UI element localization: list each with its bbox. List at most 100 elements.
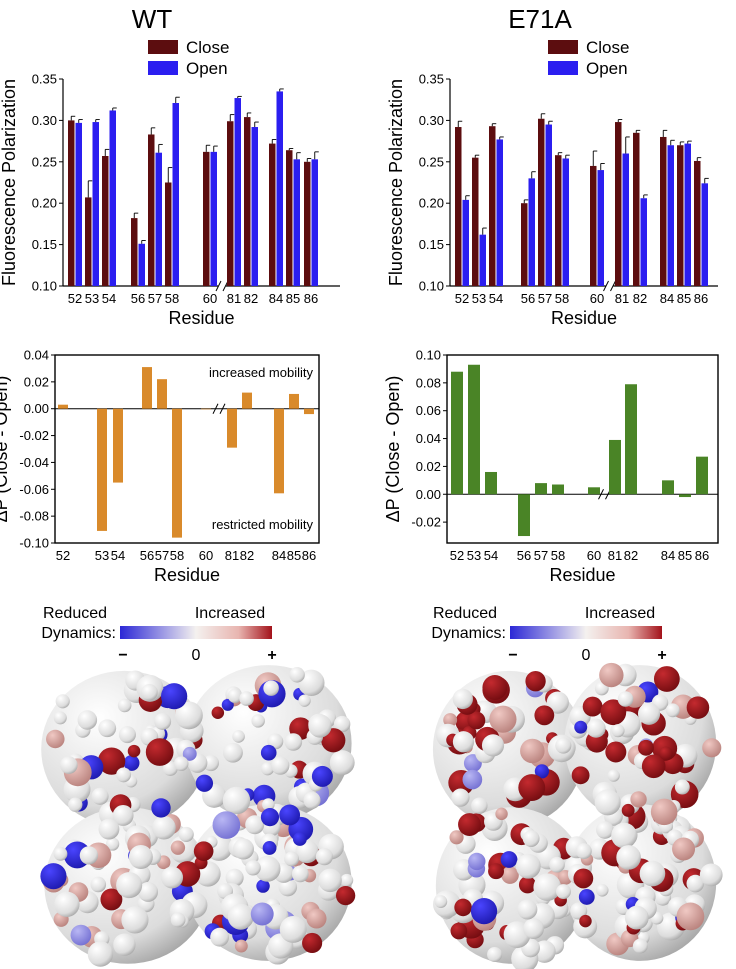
surface-atom — [202, 754, 219, 772]
surface-atom — [117, 698, 132, 713]
x-tick-label: 52 — [68, 291, 82, 306]
surface-atom — [452, 731, 475, 753]
surface-atom — [611, 822, 637, 849]
dynamics-minus: − — [508, 647, 517, 664]
x-tick-label: 81 — [225, 548, 239, 563]
y-tick-label: 0.10 — [416, 348, 441, 363]
surface-atom — [578, 889, 595, 905]
bar-open — [684, 143, 691, 286]
x-tick-label: 54 — [111, 548, 125, 563]
dynamics-label: Dynamics: — [431, 625, 506, 642]
y-tick-label: 0.00 — [24, 401, 49, 416]
surface-atom — [138, 881, 159, 902]
x-tick-label: 82 — [244, 291, 258, 306]
dynamics-increased-label: Increased — [585, 605, 655, 622]
surface-atom — [471, 797, 488, 814]
x-tick-label: 53 — [467, 548, 481, 563]
x-tick-label: 82 — [624, 548, 638, 563]
x-tick-label: 58 — [165, 291, 179, 306]
y-tick-label: -0.02 — [411, 515, 441, 530]
plot-frame — [54, 354, 320, 544]
surface-atom — [221, 698, 234, 711]
bar-close — [521, 203, 528, 286]
surface-atom — [222, 742, 243, 763]
surface-atom — [699, 863, 723, 887]
y-tick-label: -0.08 — [19, 509, 49, 524]
delta-bar — [451, 371, 463, 495]
surface-atom — [605, 741, 627, 763]
surface-atom — [582, 696, 603, 717]
surface-atom — [555, 737, 572, 754]
y-tick-label: 0.06 — [416, 403, 441, 418]
surface-atom — [262, 841, 277, 855]
bar-open — [92, 122, 99, 286]
surface-atom — [302, 932, 323, 954]
surface-atom — [292, 832, 307, 846]
delta-bar — [242, 392, 252, 409]
surface-atom — [518, 774, 546, 802]
bar-close — [269, 143, 276, 286]
x-tick-label: 57 — [148, 291, 162, 306]
surface-atom — [141, 684, 158, 701]
x-tick-label: 53 — [85, 291, 99, 306]
bar-open — [562, 158, 569, 286]
surface-atom — [234, 939, 248, 953]
x-tick-label: 58 — [551, 548, 565, 563]
surface-atom — [659, 746, 673, 760]
surface-atom — [250, 902, 274, 926]
bar-close — [85, 197, 92, 286]
x-tick-label: 86 — [694, 291, 708, 306]
surface-atom — [174, 701, 203, 730]
bar-close — [68, 120, 75, 287]
surface-atom — [232, 730, 245, 743]
y-tick-label: 0.00 — [416, 487, 441, 502]
surface-atom — [53, 846, 68, 861]
surface-atom — [298, 694, 311, 707]
surface-atom — [68, 797, 83, 812]
surface-atom — [77, 710, 98, 730]
bar-close — [660, 136, 667, 286]
bar-close — [694, 160, 701, 286]
dynamics-colorbar — [510, 626, 662, 639]
x-tick-label: 85 — [287, 548, 301, 563]
legend-label-open: Open — [586, 59, 628, 78]
surface-atom — [573, 868, 594, 889]
x-tick-label: 54 — [102, 291, 116, 306]
surface-atom — [315, 848, 333, 866]
surface-atom — [638, 739, 654, 756]
surface-atom — [152, 815, 176, 840]
surface-atom — [570, 902, 588, 920]
bar-open — [311, 159, 318, 286]
x-tick-label: 57 — [155, 548, 169, 563]
surface-atom — [702, 738, 722, 758]
y-tick-label: 0.35 — [32, 72, 57, 87]
surface-atom — [555, 884, 571, 900]
x-tick-label: 53 — [95, 548, 109, 563]
axis-break-gap — [218, 280, 226, 292]
y-tick-label: 0.30 — [32, 113, 57, 128]
annotation-increased: increased mobility — [209, 365, 314, 380]
delta-bar — [468, 364, 480, 495]
surface-atom — [251, 714, 265, 728]
bar-open — [276, 91, 283, 286]
delta-bar — [696, 456, 708, 495]
delta-bar — [201, 408, 211, 410]
x-tick-label: 56 — [521, 291, 535, 306]
dynamics-scale-mut: Reduced Increased Dynamics:− 0 + — [431, 605, 666, 664]
surface-atom — [434, 895, 448, 908]
surface-atom — [127, 744, 141, 758]
bar-open — [75, 122, 82, 286]
bar-close — [489, 126, 496, 286]
x-tick-label: 52 — [450, 548, 464, 563]
legend-swatch-close — [548, 40, 578, 54]
surface-atom — [128, 845, 153, 870]
dynamics-plus: + — [657, 647, 666, 664]
legend-label-close: Close — [586, 38, 629, 57]
dynamics-increased-label: Increased — [195, 605, 265, 622]
surface-atom — [518, 876, 537, 894]
surface-atom — [571, 766, 590, 785]
annotation-restricted: restricted mobility — [212, 517, 314, 532]
surface-atom — [624, 905, 649, 930]
surface-atom — [467, 711, 486, 730]
